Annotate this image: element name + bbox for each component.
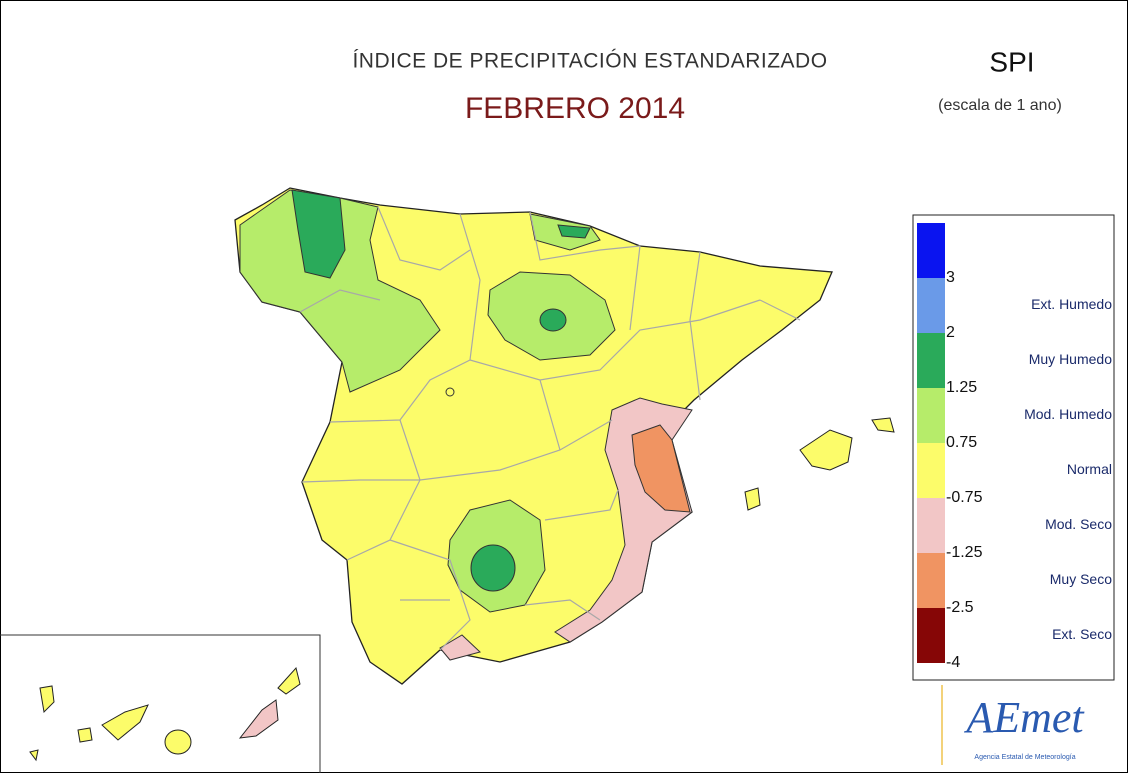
legend-swatch	[917, 333, 945, 388]
peninsula	[234, 187, 895, 685]
legend: 3 2 1.25 0.75 -0.75 -1.25 -2.5 -4 Ext. Humedo Muy…	[912, 214, 1115, 681]
legend-break: -4	[946, 654, 960, 671]
legend-class: Mod. Seco	[1045, 516, 1112, 532]
legend-class: Muy Seco	[1050, 571, 1112, 587]
legend-swatch	[917, 223, 945, 278]
logo-agency: Agencia Estatal de Meteorología	[974, 754, 1075, 761]
scale-note: (escala de 1 ano)	[938, 97, 1062, 114]
legend-box	[912, 214, 1115, 681]
legend-swatch	[917, 388, 945, 443]
index-name: SPI	[989, 46, 1034, 77]
legend-break: 1.25	[946, 379, 977, 396]
legend-swatch	[917, 608, 945, 663]
canary-inset	[0, 634, 321, 773]
legend-class: Muy Humedo	[1029, 351, 1112, 367]
legend-break: -2.5	[946, 599, 974, 616]
logo-name: AEmet	[963, 693, 1085, 742]
legend-swatch	[917, 443, 945, 498]
subtitle: FEBRERO 2014	[465, 92, 685, 125]
legend-break: -1.25	[946, 544, 983, 561]
logo: AEmet Agencia Estatal de Meteorología	[941, 685, 1085, 765]
legend-class: Ext. Seco	[1052, 626, 1112, 642]
legend-swatch	[917, 278, 945, 333]
title: ÍNDICE DE PRECIPITACIÓN ESTANDARIZADO	[352, 50, 827, 73]
legend-class: Mod. Humedo	[1024, 406, 1112, 422]
legend-swatch	[917, 553, 945, 608]
legend-break: 2	[946, 324, 955, 341]
legend-swatch	[917, 498, 945, 553]
legend-break: 0.75	[946, 434, 977, 451]
legend-class: Ext. Humedo	[1031, 296, 1112, 312]
legend-break: -0.75	[946, 489, 983, 506]
legend-break: 3	[946, 269, 955, 286]
legend-class: Normal	[1067, 461, 1112, 477]
